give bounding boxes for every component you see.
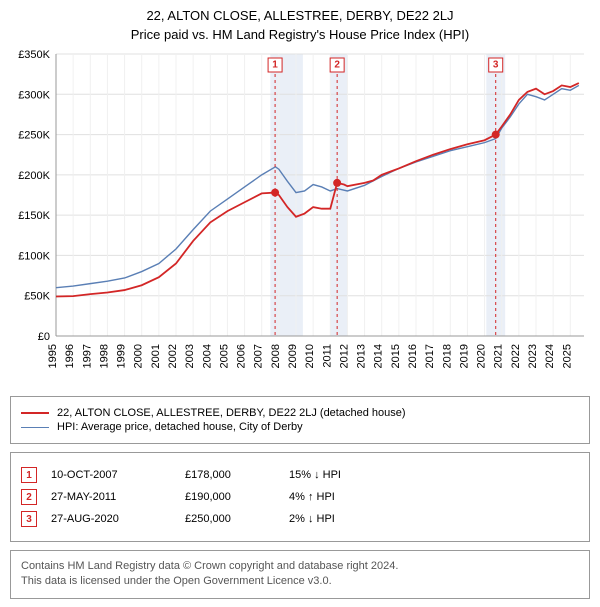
x-tick-label: 1998 — [98, 344, 110, 368]
x-tick-label: 1996 — [64, 344, 76, 368]
sales-row: 3 27-AUG-2020 £250,000 2% ↓ HPI — [21, 511, 579, 527]
legend-row: HPI: Average price, detached house, City… — [21, 421, 579, 433]
sales-price: £178,000 — [185, 469, 275, 481]
legend-swatch — [21, 427, 49, 428]
x-tick-label: 2017 — [424, 344, 436, 368]
sale-marker-num: 3 — [493, 60, 499, 71]
sale-marker-num: 2 — [334, 60, 340, 71]
line-chart-svg: £0 £50K £100K £150K £200K £250K £300K £350K 1995… — [10, 48, 590, 388]
x-tick-label: 2019 — [458, 344, 470, 368]
x-tick-label: 2011 — [321, 344, 333, 368]
title-sub: Price paid vs. HM Land Registry's House … — [10, 27, 590, 42]
x-tick-label: 2014 — [373, 344, 385, 368]
attribution-box: Contains HM Land Registry data © Crown c… — [10, 550, 590, 599]
sales-date: 27-MAY-2011 — [51, 491, 171, 503]
sales-date: 10-OCT-2007 — [51, 469, 171, 481]
sales-row: 1 10-OCT-2007 £178,000 15% ↓ HPI — [21, 467, 579, 483]
x-tick-label: 2008 — [270, 344, 282, 368]
x-tick-label: 2024 — [544, 344, 556, 368]
x-tick-label: 2020 — [476, 344, 488, 368]
sales-diff: 2% ↓ HPI — [289, 513, 409, 525]
sales-date: 27-AUG-2020 — [51, 513, 171, 525]
x-tick-label: 2023 — [527, 344, 539, 368]
x-tick-label: 2002 — [167, 344, 179, 368]
x-tick-label: 2025 — [561, 344, 573, 368]
x-tick-label: 2021 — [493, 344, 505, 368]
legend-label: HPI: Average price, detached house, City… — [57, 421, 303, 433]
sale-marker-dot — [492, 131, 500, 139]
sales-diff: 15% ↓ HPI — [289, 469, 409, 481]
x-tick-label: 2013 — [356, 344, 368, 368]
legend-box: 22, ALTON CLOSE, ALLESTREE, DERBY, DE22 … — [10, 396, 590, 444]
attribution-line-1: Contains HM Land Registry data © Crown c… — [21, 559, 579, 574]
chart-area: £0 £50K £100K £150K £200K £250K £300K £350K 1995… — [10, 48, 590, 388]
attribution-line-2: This data is licensed under the Open Gov… — [21, 574, 579, 589]
sale-marker-dot — [271, 189, 279, 197]
sales-marker: 1 — [21, 467, 37, 483]
chart-container: 22, ALTON CLOSE, ALLESTREE, DERBY, DE22 … — [0, 0, 600, 607]
y-tick-label: £0 — [38, 331, 50, 343]
sales-price: £250,000 — [185, 513, 275, 525]
title-main: 22, ALTON CLOSE, ALLESTREE, DERBY, DE22 … — [10, 8, 590, 23]
legend-swatch — [21, 412, 49, 414]
sales-table: 1 10-OCT-2007 £178,000 15% ↓ HPI 2 27-MAY-201… — [10, 452, 590, 542]
sales-marker: 3 — [21, 511, 37, 527]
x-tick-label: 2012 — [338, 344, 350, 368]
x-tick-label: 1999 — [116, 344, 128, 368]
legend-label: 22, ALTON CLOSE, ALLESTREE, DERBY, DE22 … — [57, 407, 406, 419]
x-tick-label: 2000 — [133, 344, 145, 368]
x-tick-label: 2001 — [150, 344, 162, 368]
y-tick-label: £250K — [18, 130, 50, 142]
y-tick-label: £350K — [18, 49, 50, 61]
x-tick-label: 2016 — [407, 344, 419, 368]
x-tick-label: 2004 — [201, 344, 213, 368]
y-tick-label: £150K — [18, 210, 50, 222]
x-tick-label: 2009 — [287, 344, 299, 368]
y-tick-label: £300K — [18, 89, 50, 101]
titles: 22, ALTON CLOSE, ALLESTREE, DERBY, DE22 … — [10, 8, 590, 42]
sale-marker-dot — [333, 179, 341, 187]
sales-diff: 4% ↑ HPI — [289, 491, 409, 503]
recession-band — [330, 54, 347, 336]
y-tick-label: £50K — [24, 291, 50, 303]
x-tick-label: 1997 — [81, 344, 93, 368]
y-tick-label: £100K — [18, 250, 50, 262]
sales-row: 2 27-MAY-2011 £190,000 4% ↑ HPI — [21, 489, 579, 505]
x-tick-label: 2003 — [184, 344, 196, 368]
legend-row: 22, ALTON CLOSE, ALLESTREE, DERBY, DE22 … — [21, 407, 579, 419]
x-tick-label: 2006 — [236, 344, 248, 368]
x-tick-label: 2022 — [510, 344, 522, 368]
sales-marker: 2 — [21, 489, 37, 505]
sales-price: £190,000 — [185, 491, 275, 503]
x-tick-label: 2015 — [390, 344, 402, 368]
x-tick-label: 2018 — [441, 344, 453, 368]
x-tick-label: 2005 — [218, 344, 230, 368]
x-tick-label: 1995 — [47, 344, 59, 368]
sale-marker-num: 1 — [272, 60, 278, 71]
y-tick-label: £200K — [18, 170, 50, 182]
x-tick-label: 2007 — [253, 344, 265, 368]
x-tick-label: 2010 — [304, 344, 316, 368]
